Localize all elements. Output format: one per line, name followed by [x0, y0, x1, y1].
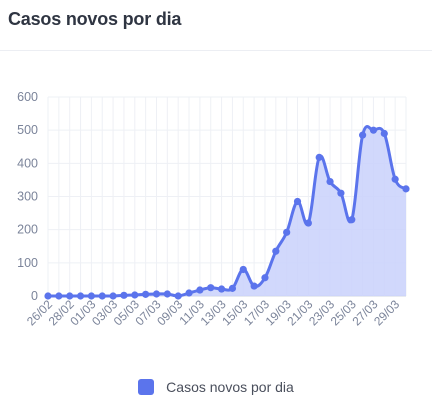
data-point — [109, 292, 117, 300]
data-point — [228, 284, 237, 292]
data-point — [131, 291, 139, 299]
data-point — [76, 292, 85, 300]
data-point — [304, 219, 312, 227]
y-tick-label: 100 — [17, 256, 38, 270]
legend[interactable]: Casos novos por dia — [0, 374, 432, 400]
data-point — [66, 292, 74, 300]
data-point — [207, 284, 215, 292]
data-point — [293, 197, 302, 206]
data-point — [163, 290, 171, 298]
data-point — [239, 265, 247, 274]
y-axis-ticks: 0 100 200 300 400 500 600 — [17, 90, 38, 303]
series-area — [48, 126, 406, 296]
y-tick-label: 200 — [17, 223, 38, 237]
x-tick-label: 29/03 — [371, 297, 402, 328]
data-point — [185, 289, 193, 297]
data-point — [326, 177, 334, 186]
data-point — [87, 292, 95, 300]
data-point — [44, 292, 52, 300]
data-point — [315, 153, 323, 161]
data-point — [217, 285, 226, 293]
y-tick-label: 500 — [17, 123, 38, 137]
data-point — [98, 292, 106, 300]
data-point — [120, 291, 128, 299]
y-tick-label: 600 — [17, 90, 38, 104]
data-point — [152, 290, 161, 298]
data-point — [142, 290, 150, 298]
legend-label: Casos novos por dia — [166, 379, 294, 395]
data-point — [196, 286, 204, 294]
chart-plot: 0 100 200 300 400 500 600 26/0228/0201/0303/03… — [17, 90, 410, 328]
chart-header: Casos novos por dia — [0, 0, 432, 51]
data-point — [369, 126, 378, 134]
data-point — [359, 131, 367, 139]
data-point — [55, 292, 63, 300]
data-point — [272, 247, 280, 255]
data-point — [402, 185, 410, 193]
y-tick-label: 0 — [31, 289, 38, 303]
x-axis-ticks: 26/0228/0201/0303/0305/0307/0309/0311/03… — [24, 297, 403, 328]
data-point — [380, 129, 388, 138]
legend-swatch-icon — [138, 379, 155, 395]
data-point — [250, 282, 258, 290]
data-point — [283, 228, 291, 236]
data-point — [337, 189, 345, 197]
data-point — [174, 292, 182, 300]
y-tick-label: 300 — [17, 190, 38, 204]
series-points — [44, 126, 410, 300]
y-tick-label: 400 — [17, 156, 38, 170]
series-area-fill — [48, 126, 406, 296]
chart-title: Casos novos por dia — [8, 9, 182, 29]
data-point — [261, 274, 269, 282]
data-point — [391, 175, 399, 183]
data-point — [348, 216, 356, 224]
